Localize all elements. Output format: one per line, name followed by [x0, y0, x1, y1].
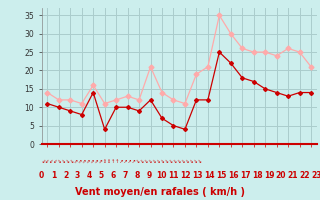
Text: 0: 0: [39, 171, 44, 180]
Text: 20: 20: [276, 171, 286, 180]
Text: 18: 18: [252, 171, 262, 180]
Text: 2: 2: [63, 171, 68, 180]
Text: 13: 13: [192, 171, 202, 180]
Text: 7: 7: [123, 171, 128, 180]
Text: 9: 9: [147, 171, 152, 180]
Text: 17: 17: [240, 171, 250, 180]
Text: 11: 11: [168, 171, 179, 180]
Text: 12: 12: [180, 171, 190, 180]
Text: 23: 23: [312, 171, 320, 180]
Text: ⇙⇙⇙⇙⇘⇘⇘⇘⇗⇗⇗⇗⇗⇗⇗⇕⇕↑↑↗↗↗↗⇘⇘⇘⇘⇘⇘⇘⇘⇘⇘⇘⇘⇘⇘⇘⇘: ⇙⇙⇙⇙⇘⇘⇘⇘⇗⇗⇗⇗⇗⇗⇗⇕⇕↑↑↗↗↗↗⇘⇘⇘⇘⇘⇘⇘⇘⇘⇘⇘⇘⇘⇘⇘⇘: [42, 158, 203, 164]
Text: 15: 15: [216, 171, 226, 180]
Text: 16: 16: [228, 171, 238, 180]
Text: 4: 4: [87, 171, 92, 180]
Text: 22: 22: [300, 171, 310, 180]
Text: 21: 21: [288, 171, 298, 180]
Text: Vent moyen/en rafales ( km/h ): Vent moyen/en rafales ( km/h ): [75, 187, 245, 197]
Text: 6: 6: [111, 171, 116, 180]
Text: 1: 1: [51, 171, 56, 180]
Text: 19: 19: [264, 171, 274, 180]
Text: 5: 5: [99, 171, 104, 180]
Text: 8: 8: [135, 171, 140, 180]
Text: 10: 10: [156, 171, 166, 180]
Text: 14: 14: [204, 171, 214, 180]
Text: 3: 3: [75, 171, 80, 180]
